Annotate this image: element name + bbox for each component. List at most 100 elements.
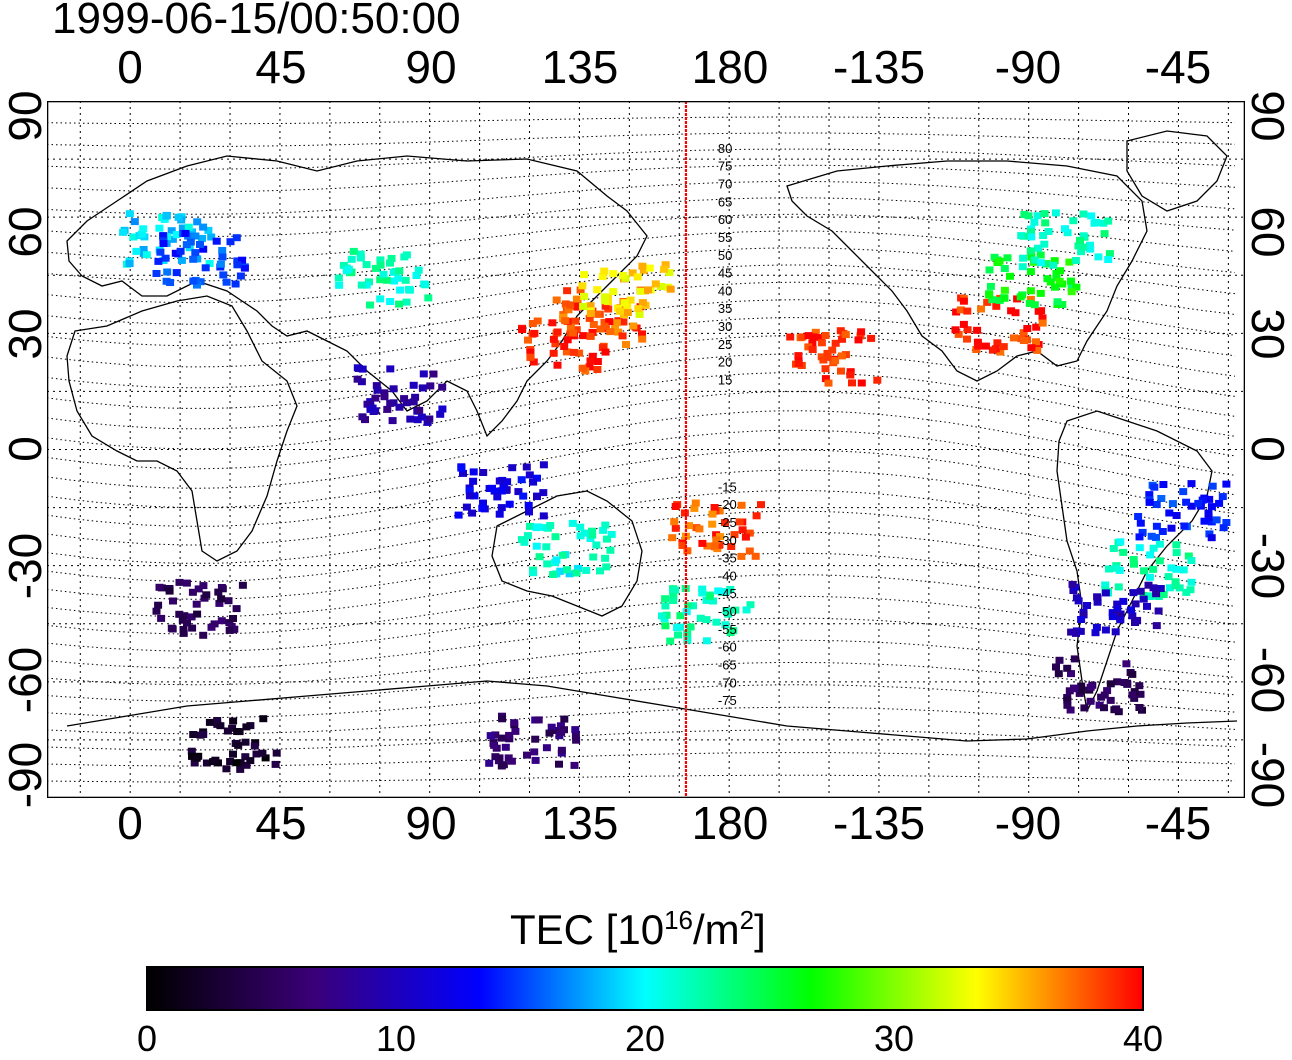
tec-pixel	[1119, 548, 1128, 556]
tec-pixel	[619, 318, 628, 326]
tec-pixel	[1036, 289, 1045, 297]
tec-pixel	[742, 606, 751, 614]
tec-pixel	[973, 326, 982, 334]
tec-pixel	[571, 317, 580, 325]
tec-pixel	[418, 384, 427, 392]
mag-contour	[47, 684, 1236, 719]
tec-pixel	[992, 302, 1001, 310]
tec-pixel	[1065, 258, 1074, 266]
tec-pixel	[698, 539, 707, 547]
tec-pixel	[730, 531, 739, 539]
tec-pixel	[1156, 585, 1165, 592]
mag-contour	[47, 639, 1236, 686]
tec-pixel	[234, 741, 243, 749]
tec-pixel	[542, 744, 551, 752]
tec-pixel	[671, 586, 680, 594]
tec-pixel	[1104, 256, 1113, 263]
tec-pixel	[821, 365, 830, 373]
tec-pixel	[821, 332, 830, 339]
tec-pixel	[1155, 557, 1164, 565]
tec-pixel	[794, 359, 803, 367]
tec-pixel	[395, 300, 404, 308]
tec-pixel	[188, 588, 197, 596]
tec-pixel	[495, 477, 504, 485]
coastline-eurasia	[66, 155, 648, 438]
tec-pixel	[199, 631, 208, 639]
tec-pixel	[983, 298, 992, 306]
tec-pixel	[1135, 544, 1144, 552]
tec-pixel	[1063, 229, 1072, 237]
tec-pixel	[1187, 502, 1196, 510]
tec-pixel	[601, 302, 610, 310]
tec-pixel	[757, 501, 765, 509]
mag-contour	[47, 164, 1236, 193]
tec-pixel	[579, 332, 588, 340]
tec-pixel	[954, 330, 963, 338]
lon-tick: 90	[405, 797, 457, 849]
tec-pixel	[233, 257, 242, 265]
tec-pixel	[1027, 228, 1036, 236]
tec-pixel	[413, 416, 422, 424]
tec-pixel	[1086, 697, 1095, 705]
tec-pixel	[1172, 541, 1181, 549]
tec-pixel	[600, 322, 609, 330]
tec-pixel	[1135, 533, 1144, 541]
lon-tick: 180	[691, 41, 769, 93]
tec-pixel	[1042, 260, 1050, 268]
colorbar-title: TEC [1016/m2]	[510, 905, 766, 954]
tec-pixel	[823, 349, 832, 357]
tec-pixel	[585, 363, 594, 371]
tec-pixel	[459, 469, 467, 477]
mag-contour	[47, 574, 1236, 635]
tec-pixel	[212, 237, 221, 245]
tec-pixel	[386, 298, 395, 305]
tec-pixel	[823, 353, 832, 361]
tec-pixel	[504, 754, 513, 762]
tec-pixel	[1155, 540, 1164, 548]
tec-pixel	[1070, 685, 1079, 693]
tec-pixel	[580, 292, 589, 300]
tec-pixel	[1019, 329, 1028, 337]
tec-pixel	[727, 543, 736, 550]
tec-pixel	[394, 274, 403, 282]
tec-pixel	[1200, 517, 1209, 525]
tec-pixel	[132, 247, 141, 255]
tec-pixel	[1113, 605, 1122, 613]
tec-pixel	[130, 218, 139, 226]
coastlines	[66, 130, 1238, 742]
tec-pixel	[1150, 483, 1159, 491]
tec-pixel	[486, 732, 495, 740]
tec-pixel	[1207, 503, 1216, 511]
tec-pixel	[252, 750, 261, 758]
tec-pixel	[201, 264, 210, 272]
tec-pixel	[552, 556, 561, 564]
tec-pixel	[1053, 298, 1062, 306]
tec-pixel	[1159, 591, 1168, 598]
tec-pixel	[1106, 696, 1115, 704]
tec-pixel	[524, 501, 533, 509]
tec-pixel	[696, 614, 705, 622]
tec-pixel	[207, 233, 216, 241]
tec-pixel	[191, 249, 200, 257]
tec-pixel	[188, 624, 197, 632]
mag-label: -50	[718, 604, 737, 619]
tec-pixel	[831, 339, 840, 347]
tec-pixel	[638, 262, 647, 270]
tec-pixel	[867, 334, 876, 342]
tec-pixel	[505, 731, 514, 739]
tec-pixel	[373, 386, 382, 394]
map-border	[47, 101, 1245, 798]
lat-tick: -60	[1242, 646, 1292, 714]
tec-pixel	[218, 247, 227, 254]
tec-pixel	[177, 256, 186, 264]
tec-pixel	[192, 754, 201, 762]
tec-pixel	[533, 493, 541, 501]
tec-pixel	[601, 348, 610, 356]
tec-pixel	[1145, 491, 1154, 499]
tec-pixel	[841, 331, 850, 339]
tec-pixel	[1101, 626, 1110, 634]
tec-pixel	[546, 522, 555, 529]
tec-pixel	[495, 754, 504, 762]
tec-pixel	[499, 761, 508, 769]
tec-pixel	[225, 619, 234, 627]
